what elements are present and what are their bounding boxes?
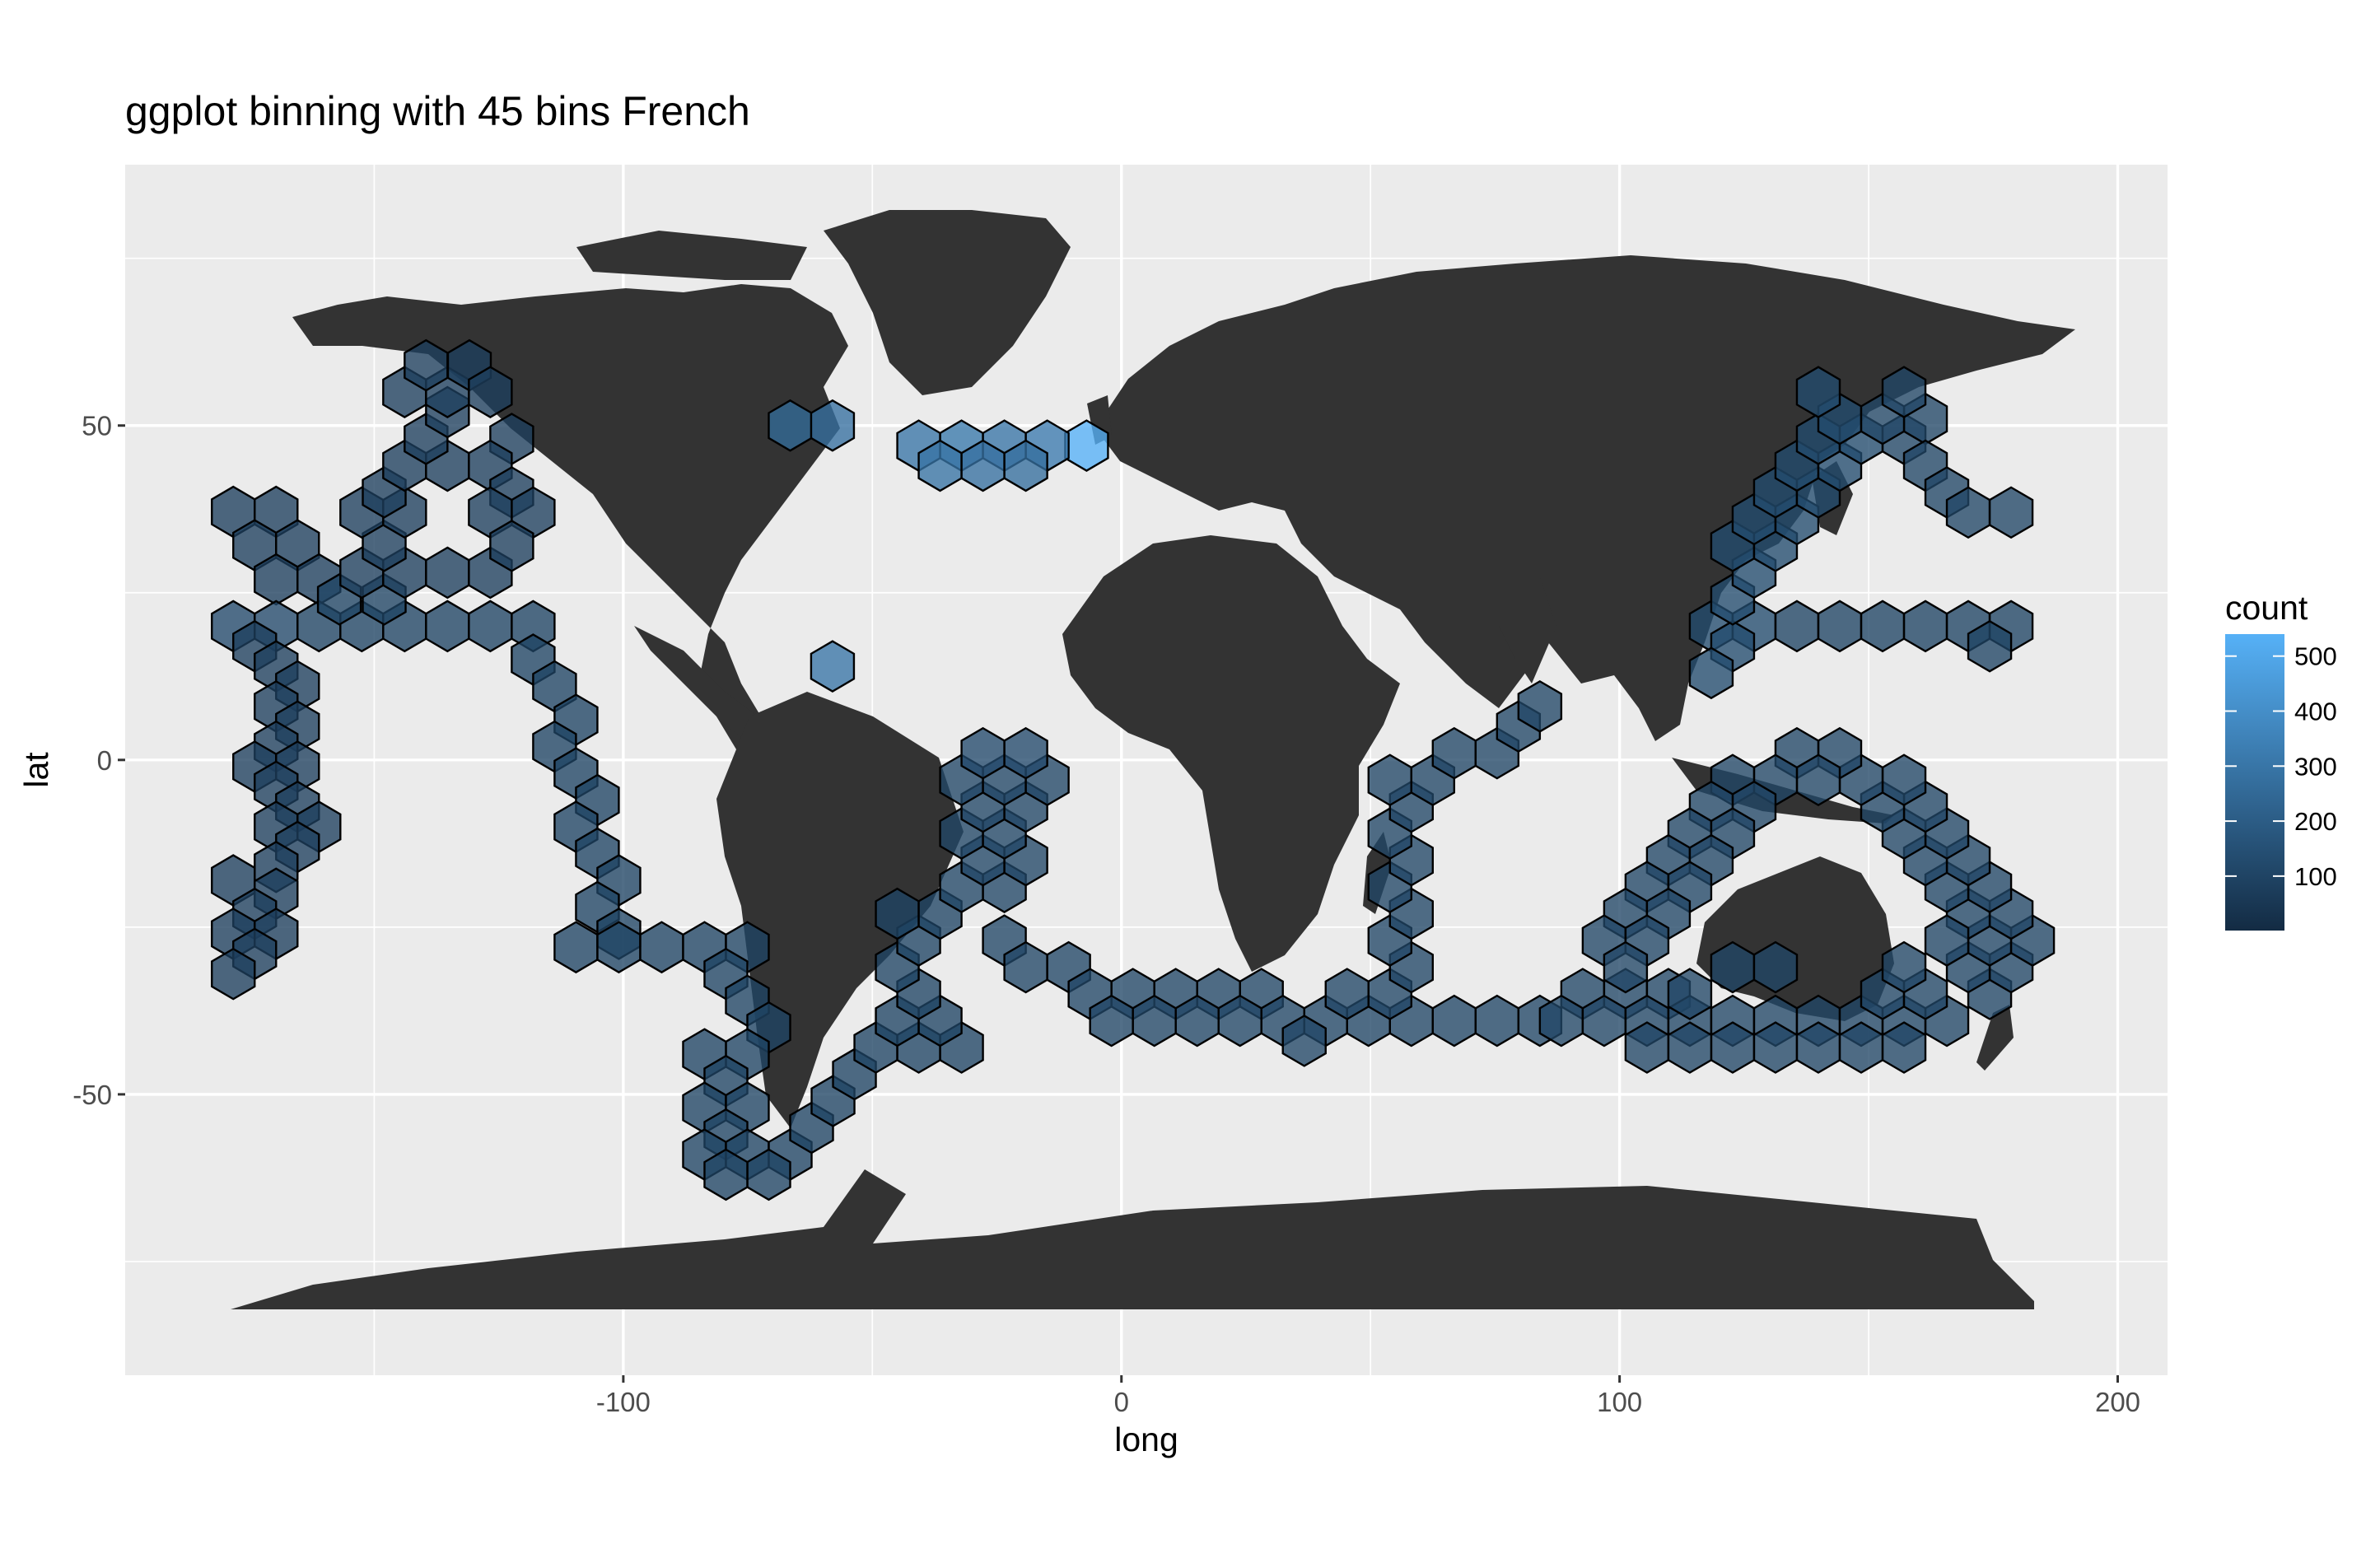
hexbin bbox=[1795, 366, 1841, 418]
legend-label: 500 bbox=[2294, 642, 2337, 671]
hexbin-layer bbox=[211, 338, 2056, 1201]
land-arctic-islands bbox=[576, 231, 807, 280]
y-tick-label: 0 bbox=[97, 745, 112, 776]
hexbin bbox=[703, 1148, 749, 1201]
hexbin bbox=[1517, 679, 1563, 733]
hexbin bbox=[468, 366, 513, 418]
hexbin bbox=[810, 640, 856, 693]
hexbin bbox=[1281, 1015, 1327, 1067]
legend-label: 400 bbox=[2294, 698, 2337, 726]
x-tick-label: -100 bbox=[596, 1387, 651, 1417]
hexbin bbox=[1881, 1021, 1927, 1074]
land-central-america bbox=[634, 626, 774, 749]
legend-title: count bbox=[2225, 589, 2308, 627]
y-axis-title: lat bbox=[17, 752, 55, 788]
y-axis: -50 0 50 lat bbox=[17, 411, 125, 1110]
legend-label: 200 bbox=[2294, 807, 2337, 836]
hexbin bbox=[1924, 914, 1970, 967]
hexbin bbox=[1881, 940, 1927, 994]
chart-title: ggplot binning with 45 bins French bbox=[125, 88, 750, 134]
hexbin bbox=[1667, 968, 1713, 1020]
land-greenland bbox=[824, 210, 1071, 395]
land-india bbox=[1499, 576, 1556, 684]
legend-colorbar bbox=[2225, 634, 2284, 931]
y-tick-label: 50 bbox=[82, 411, 112, 441]
x-axis-title: long bbox=[1114, 1421, 1178, 1458]
hexbin bbox=[1667, 1021, 1713, 1074]
land-new-zealand bbox=[1976, 1005, 2014, 1071]
x-tick-label: 0 bbox=[1114, 1387, 1129, 1417]
legend: count 100 200 300 400 500 bbox=[2225, 589, 2337, 931]
x-tick-label: 100 bbox=[1597, 1387, 1642, 1417]
legend-label: 100 bbox=[2294, 862, 2337, 891]
y-tick-label: -50 bbox=[72, 1080, 112, 1110]
land-antarctica bbox=[231, 1169, 2034, 1309]
hexbin bbox=[1881, 366, 1927, 418]
hexbin bbox=[1003, 439, 1048, 492]
hexbin bbox=[1988, 486, 2034, 539]
hexbin bbox=[1752, 940, 1799, 994]
x-axis: -100 0 100 200 long bbox=[596, 1375, 2140, 1458]
hexbin bbox=[1603, 940, 1649, 994]
hexbin bbox=[1967, 619, 2013, 673]
hexbin bbox=[1688, 646, 1734, 700]
hexbin bbox=[810, 399, 856, 452]
hexbin bbox=[1003, 726, 1048, 780]
land-africa bbox=[1062, 535, 1400, 972]
legend-label: 300 bbox=[2294, 752, 2337, 781]
x-tick-label: 200 bbox=[2095, 1387, 2140, 1417]
hexbin bbox=[489, 520, 534, 572]
hexbin bbox=[211, 947, 256, 1001]
